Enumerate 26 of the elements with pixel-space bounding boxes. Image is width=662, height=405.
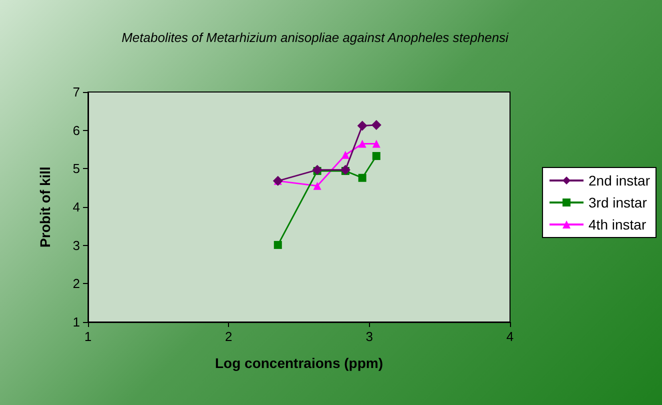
x-tick-label: 4 (506, 329, 514, 344)
y-tick-label: 2 (72, 276, 80, 292)
legend-label: 3rd instar (588, 194, 648, 210)
x-axis-title: Log concentraions (ppm) (215, 355, 383, 371)
point (357, 120, 368, 131)
point (371, 120, 382, 130)
y-tick-label: 3 (72, 238, 80, 253)
x-tick-label: 3 (366, 329, 373, 344)
y-tick-label: 6 (72, 122, 80, 138)
point (313, 182, 322, 190)
y-axis-title: Probit of kill (37, 166, 53, 248)
point (358, 174, 366, 182)
x-tick-label: 2 (225, 329, 232, 344)
y-tick-label: 7 (72, 84, 80, 100)
point (372, 152, 380, 160)
y-tick-label: 5 (72, 161, 80, 176)
point (372, 140, 380, 148)
chart-title: Metabolites of Metarhizium anisopliae against Anopheles stephensi (122, 30, 510, 45)
legend-label: 2nd instar (588, 172, 650, 188)
y-tick-label: 4 (72, 200, 80, 214)
legend-label: 4th instar (588, 216, 646, 232)
point (274, 240, 282, 249)
point (358, 140, 366, 148)
point (341, 150, 350, 159)
x-tick-label: 1 (84, 329, 92, 344)
y-tick-label: 1 (72, 314, 80, 330)
